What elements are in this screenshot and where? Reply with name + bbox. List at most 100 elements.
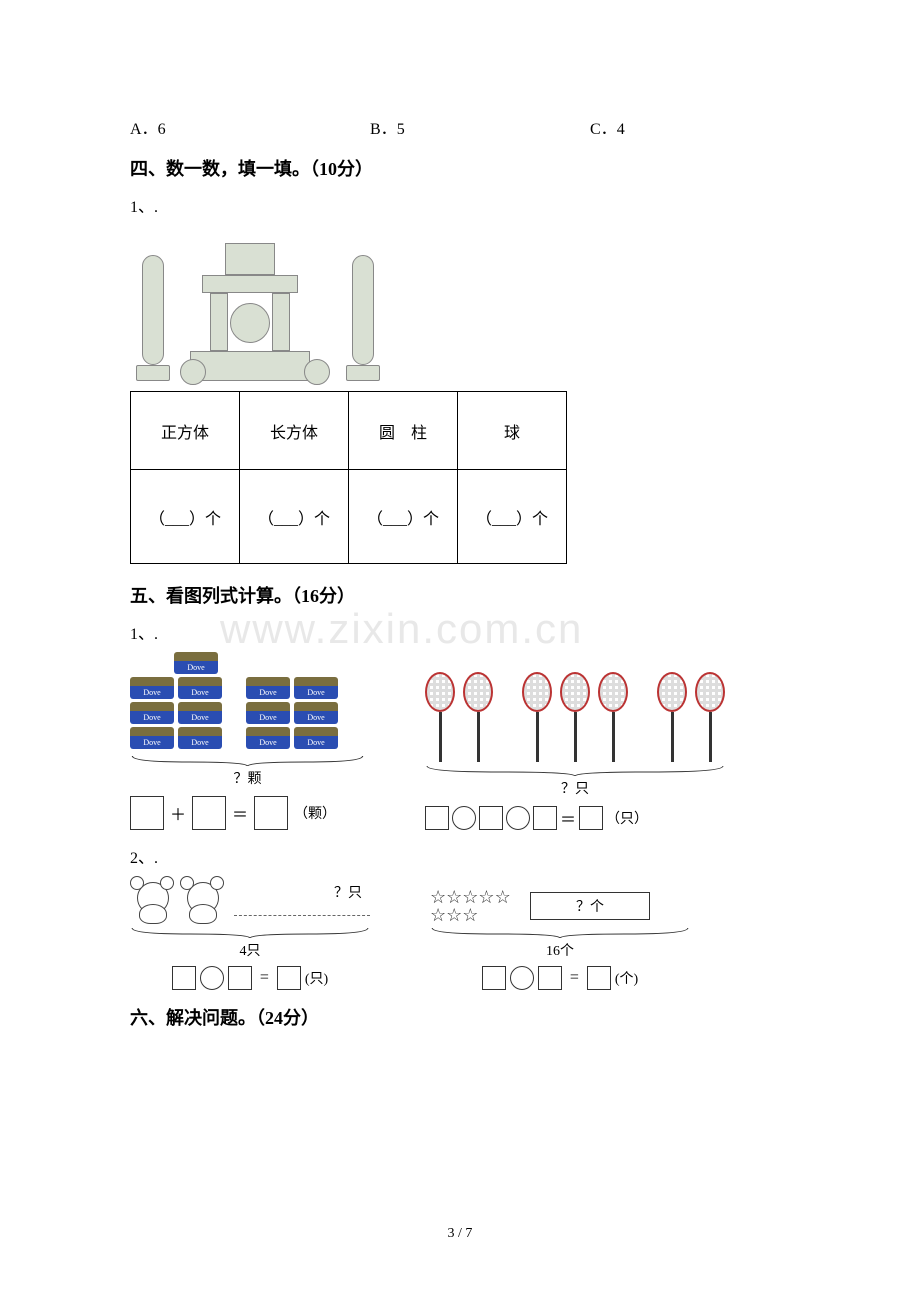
candy-icon: Dove	[246, 727, 290, 749]
koala-icon	[180, 876, 224, 924]
racket-icon	[598, 672, 628, 762]
equals-sign: ＝	[232, 801, 248, 825]
option-b-prefix: B．	[370, 121, 397, 138]
candy-icon: Dove	[130, 727, 174, 749]
blank-circle[interactable]	[506, 806, 530, 830]
blank-box[interactable]	[533, 806, 557, 830]
star-problem: ☆☆☆☆ ☆☆☆☆ ？个 16个 = (个)	[430, 888, 690, 990]
blank-box[interactable]	[254, 796, 288, 830]
blank-box[interactable]	[479, 806, 503, 830]
td-cube-count[interactable]: （___）个	[131, 470, 240, 564]
blank-box[interactable]	[192, 796, 226, 830]
koala-problem: ？只 4只 = (只)	[130, 876, 370, 990]
candy-icon: Dove	[130, 702, 174, 724]
star-equation: = (个)	[430, 966, 690, 990]
racket-icon	[463, 672, 493, 762]
candy-icon: Dove	[178, 702, 222, 724]
blank-box[interactable]	[425, 806, 449, 830]
mc-option-row: A．6 B．5 C．4	[130, 115, 790, 139]
equals-sign: ＝	[560, 806, 576, 830]
th-sphere: 球	[458, 392, 567, 470]
candy-question-label: ？颗	[130, 768, 365, 788]
star-icon: ☆	[446, 888, 462, 906]
koala-equation: = (只)	[130, 966, 370, 990]
blank-box[interactable]	[172, 966, 196, 990]
option-c: C．4	[590, 115, 625, 139]
section-6-title: 六、解决问题。（24分）	[130, 1004, 790, 1030]
candy-icon: Dove	[178, 727, 222, 749]
blank-circle[interactable]	[452, 806, 476, 830]
star-total-label: 16个	[430, 940, 690, 960]
blank-box[interactable]	[579, 806, 603, 830]
section-5-title: 五、看图列式计算。（16分）	[130, 582, 790, 608]
th-cylinder: 圆 柱	[349, 392, 458, 470]
koala-icon	[130, 876, 174, 924]
blank-box[interactable]	[482, 966, 506, 990]
blocks-illustration	[130, 225, 390, 385]
racket-question-label: ？只	[425, 778, 725, 798]
blank-box[interactable]	[228, 966, 252, 990]
blank-circle[interactable]	[510, 966, 534, 990]
page-number: 3 / 7	[0, 1226, 920, 1242]
star-icon: ☆	[478, 888, 494, 906]
q4-1-number: 1、.	[130, 193, 790, 217]
candy-icon: Dove	[130, 677, 174, 699]
option-b: B．5	[370, 115, 590, 139]
th-cube: 正方体	[131, 392, 240, 470]
racket-icon	[560, 672, 590, 762]
star-icon: ☆	[462, 888, 478, 906]
star-icon: ☆	[462, 906, 478, 924]
star-icon: ☆	[446, 906, 462, 924]
shapes-count-table: 正方体 长方体 圆 柱 球 （___）个 （___）个 （___）个 （___）…	[130, 391, 567, 564]
candy-problem: Dove DoveDoveDoveDove DoveDoveDoveDove D…	[130, 652, 365, 830]
candy-icon: Dove	[178, 677, 222, 699]
star-question-box: ？个	[530, 892, 650, 920]
rackets-group	[425, 672, 725, 762]
candy-icon: Dove	[294, 677, 338, 699]
racket-icon	[695, 672, 725, 762]
star-icon: ☆	[430, 906, 446, 924]
star-icon: ☆	[495, 888, 511, 906]
candy-icon: Dove	[174, 652, 218, 674]
section-4-title: 四、数一数，填一填。（10分）	[130, 155, 790, 181]
unit-zhi: （只）	[606, 808, 648, 828]
koala-question-label: ？只	[334, 882, 362, 902]
candy-icon: Dove	[294, 702, 338, 724]
candy-equation: ＋ ＝ （颗）	[130, 796, 365, 830]
racket-icon	[425, 672, 455, 762]
option-a-value: 6	[158, 121, 166, 138]
unit-zhi: (只)	[305, 968, 328, 988]
racket-icon	[657, 672, 687, 762]
td-cuboid-count[interactable]: （___）个	[240, 470, 349, 564]
blank-box[interactable]	[277, 966, 301, 990]
q5-2-row: ？只 4只 = (只) ☆☆☆☆ ☆☆☆☆ ？个	[130, 876, 790, 990]
blank-box[interactable]	[538, 966, 562, 990]
candy-icon: Dove	[294, 727, 338, 749]
option-b-value: 5	[397, 121, 405, 138]
candy-icon: Dove	[246, 677, 290, 699]
q5-1-row: Dove DoveDoveDoveDove DoveDoveDoveDove D…	[130, 652, 790, 830]
th-cuboid: 长方体	[240, 392, 349, 470]
koala-total-label: 4只	[130, 940, 370, 960]
stars-group: ☆☆☆☆ ☆☆☆☆	[430, 888, 524, 924]
q5-1-number: 1、.	[130, 620, 790, 644]
blank-box[interactable]	[587, 966, 611, 990]
option-c-value: 4	[617, 121, 625, 138]
racket-problem: ？只 ＝ （只）	[425, 672, 725, 830]
unit-ge: (个)	[615, 968, 638, 988]
blank-circle[interactable]	[200, 966, 224, 990]
star-icon: ☆	[430, 888, 446, 906]
td-sphere-count[interactable]: （___）个	[458, 470, 567, 564]
option-a-prefix: A．	[130, 121, 158, 138]
racket-equation: ＝ （只）	[425, 806, 725, 830]
racket-icon	[522, 672, 552, 762]
option-c-prefix: C．	[590, 121, 617, 138]
plus-sign: ＋	[170, 801, 186, 825]
q5-2-number: 2、.	[130, 844, 790, 868]
td-cylinder-count[interactable]: （___）个	[349, 470, 458, 564]
option-a: A．6	[130, 115, 370, 139]
stars-row: ☆☆☆☆ ☆☆☆☆ ？个	[430, 888, 690, 924]
blank-box[interactable]	[130, 796, 164, 830]
candy-icon: Dove	[246, 702, 290, 724]
unit-ke: （颗）	[294, 803, 336, 823]
